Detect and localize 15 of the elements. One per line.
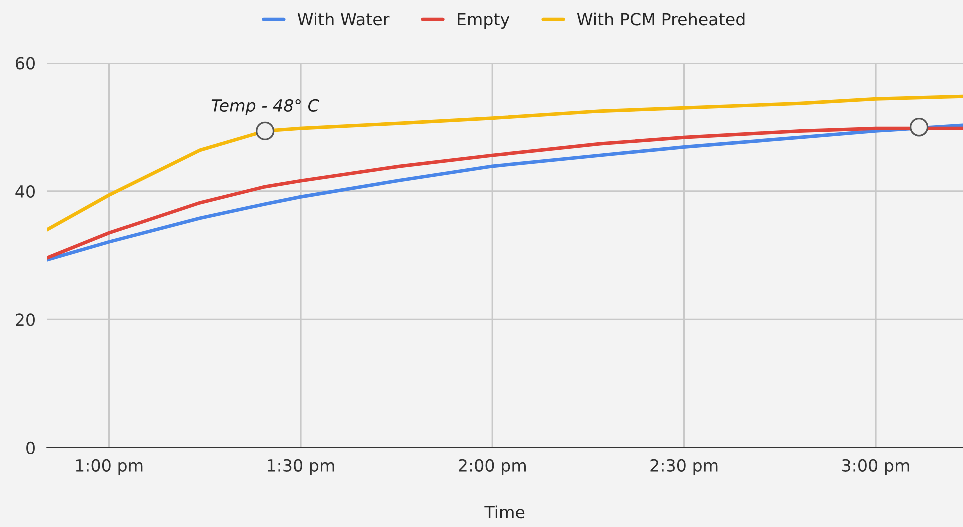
y-tick-label: 40 [16, 185, 35, 198]
legend-label: With PCM Preheated [577, 12, 745, 26]
x-tick-label: 1:30 pm [268, 459, 334, 476]
x-tick-label: 2:30 pm [650, 459, 718, 476]
legend-label: Empty [458, 13, 510, 29]
x-tick-label: 2:00 pm [459, 459, 526, 476]
x-axis-title: Time [484, 506, 525, 519]
legend-label: With Water [298, 12, 390, 26]
x-tick-label: 3:00 pm [842, 459, 910, 476]
y-tick-label: 0 [26, 442, 35, 455]
x-tick-label: 1:00 pm [76, 459, 143, 476]
line-series [47, 94, 963, 232]
y-tick-label: 20 [16, 314, 35, 326]
y-tick-label: 60 [16, 57, 35, 70]
annotation: Temp - 48° C [212, 99, 320, 116]
